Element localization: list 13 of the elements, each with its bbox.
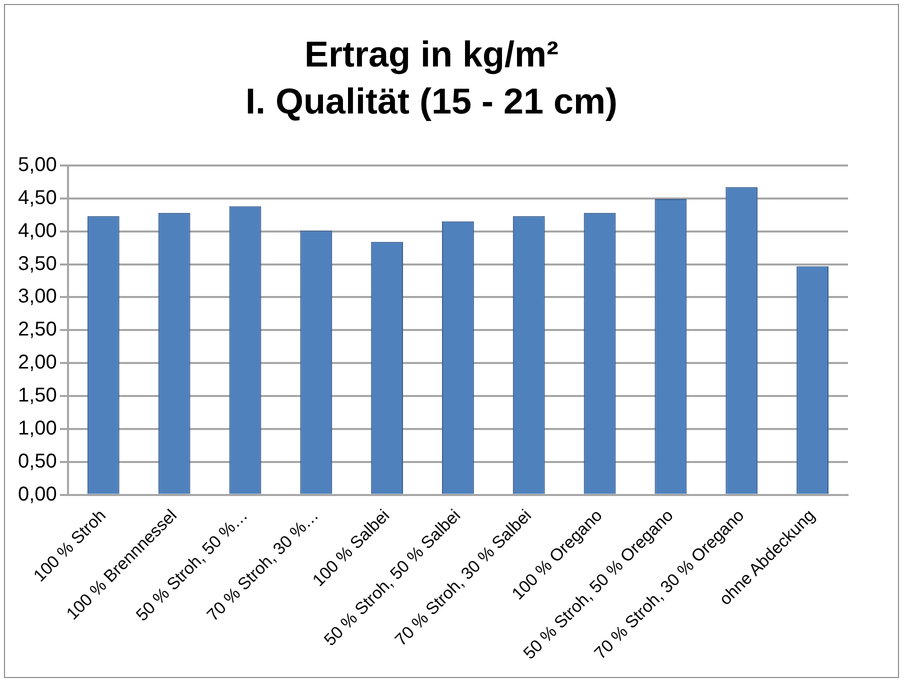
y-tick-label: 1,00 (18, 418, 57, 440)
y-tick-label: 1,50 (18, 384, 57, 407)
chart-subtitle: I. Qualität (15 - 21 cm) (245, 80, 618, 122)
y-tick-label: 3,00 (18, 286, 57, 308)
y-tick-label: 3,50 (18, 252, 57, 275)
y-tick-label: 2,50 (18, 318, 57, 341)
y-tick-label: 5,00 (18, 154, 57, 176)
y-tick-label: 4,50 (18, 186, 57, 209)
y-tick-label: 4,00 (18, 220, 57, 242)
y-tick-label: 0,50 (18, 450, 57, 472)
y-tick-label: 2,00 (18, 352, 57, 374)
chart-title: Ertrag in kg/m² (304, 34, 559, 75)
y-tick-label: 0,00 (18, 483, 57, 506)
